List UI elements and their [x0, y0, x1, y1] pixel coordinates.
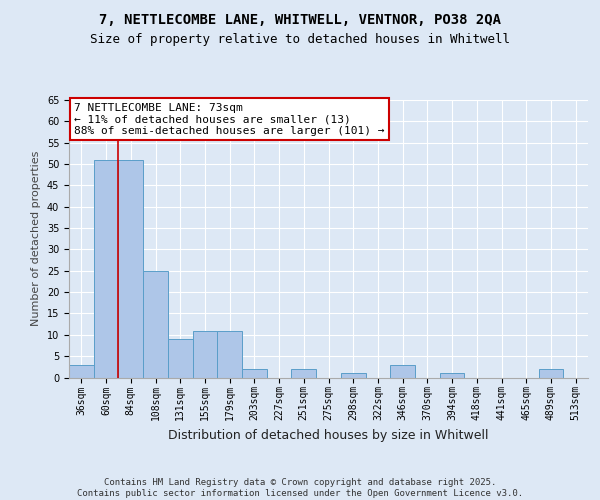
Bar	[341, 373, 365, 378]
Text: Size of property relative to detached houses in Whitwell: Size of property relative to detached ho…	[90, 32, 510, 46]
Text: 7, NETTLECOMBE LANE, WHITWELL, VENTNOR, PO38 2QA: 7, NETTLECOMBE LANE, WHITWELL, VENTNOR, …	[99, 12, 501, 26]
Bar	[242, 369, 267, 378]
Bar	[292, 369, 316, 378]
Bar	[440, 373, 464, 378]
Bar	[217, 330, 242, 378]
X-axis label: Distribution of detached houses by size in Whitwell: Distribution of detached houses by size …	[168, 428, 489, 442]
Bar	[168, 339, 193, 378]
Bar	[390, 364, 415, 378]
Bar	[118, 160, 143, 378]
Text: 7 NETTLECOMBE LANE: 73sqm
← 11% of detached houses are smaller (13)
88% of semi-: 7 NETTLECOMBE LANE: 73sqm ← 11% of detac…	[74, 103, 385, 136]
Bar	[94, 160, 118, 378]
Bar	[143, 271, 168, 378]
Bar	[69, 364, 94, 378]
Bar	[193, 330, 217, 378]
Bar	[539, 369, 563, 378]
Y-axis label: Number of detached properties: Number of detached properties	[31, 151, 41, 326]
Text: Contains HM Land Registry data © Crown copyright and database right 2025.
Contai: Contains HM Land Registry data © Crown c…	[77, 478, 523, 498]
